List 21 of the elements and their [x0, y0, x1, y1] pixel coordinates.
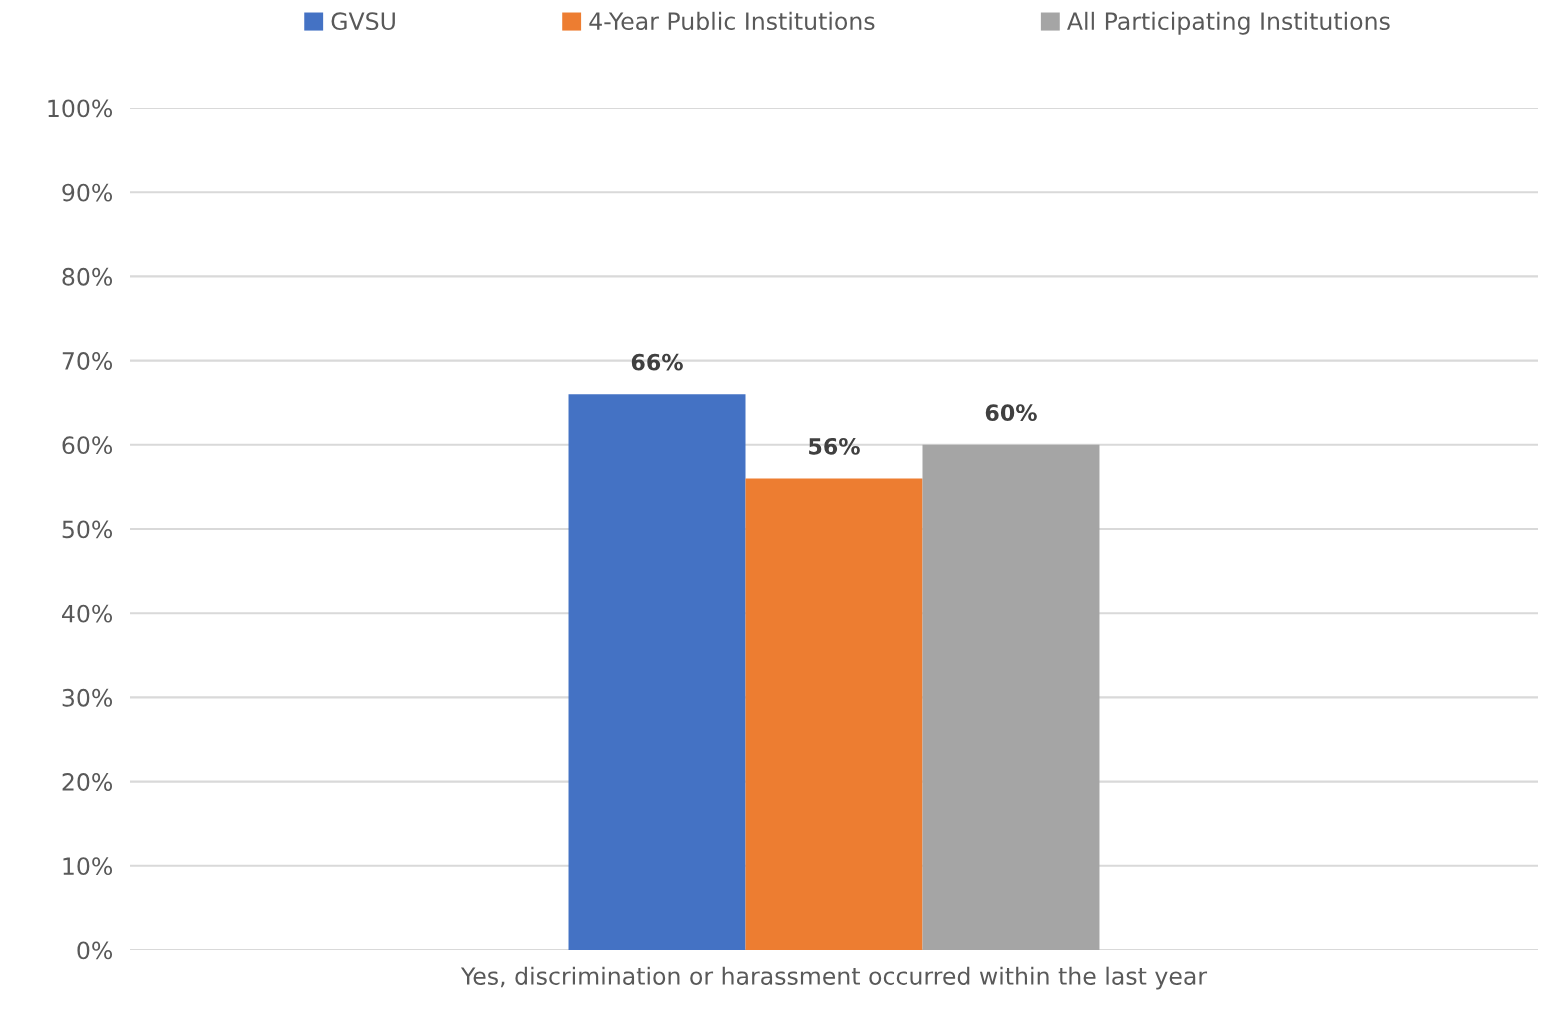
y-tick-label: 50% — [62, 520, 113, 539]
y-tick-label: 20% — [62, 773, 113, 791]
y-tick-label: 90% — [62, 183, 113, 202]
y-tick-label: 40% — [62, 604, 113, 623]
y-tick-label: 0% — [77, 941, 113, 960]
y-tick-label: 70% — [62, 352, 113, 370]
bar — [922, 444, 1100, 950]
y-tick-label: 30% — [62, 688, 113, 707]
bar — [745, 478, 923, 950]
legend-label: All Participating Institutions — [1067, 11, 1390, 35]
y-tick-label: 10% — [63, 857, 113, 876]
legend-label: GVSU — [331, 12, 395, 31]
y-tick-label: 80% — [62, 267, 113, 286]
data-label: 60% — [985, 404, 1037, 422]
legend-label: 4-Year Public Institutions — [589, 11, 875, 31]
data-label: 66% — [631, 353, 683, 371]
y-tick-label: 60% — [62, 436, 113, 455]
data-label: 56% — [809, 437, 860, 455]
x-tick-label: Yes, discrimination or harassment occurred within the last year — [460, 966, 1208, 990]
bar — [568, 394, 746, 950]
y-tick-label: 100% — [48, 99, 113, 118]
